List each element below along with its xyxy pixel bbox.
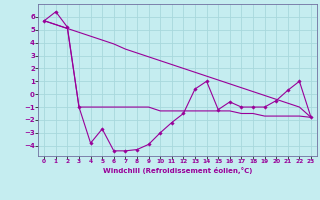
X-axis label: Windchill (Refroidissement éolien,°C): Windchill (Refroidissement éolien,°C): [103, 167, 252, 174]
